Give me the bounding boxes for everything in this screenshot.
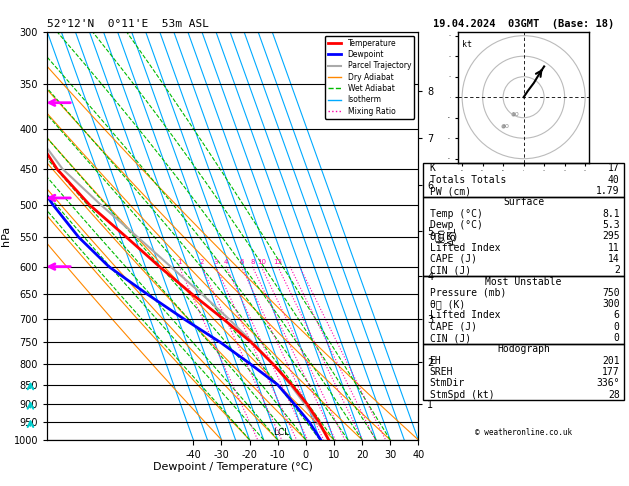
Text: 6: 6 <box>239 259 243 264</box>
Text: Totals Totals: Totals Totals <box>430 175 506 185</box>
Text: 30: 30 <box>501 124 509 129</box>
Y-axis label: km
ASL: km ASL <box>437 226 458 245</box>
Text: Dewp (°C): Dewp (°C) <box>430 220 482 230</box>
Text: 300: 300 <box>602 299 620 309</box>
Y-axis label: hPa: hPa <box>1 226 11 246</box>
Bar <box>423 276 624 344</box>
Bar <box>423 197 624 276</box>
Text: CIN (J): CIN (J) <box>430 265 470 275</box>
Text: 336°: 336° <box>596 378 620 388</box>
Text: 19.04.2024  03GMT  (Base: 18): 19.04.2024 03GMT (Base: 18) <box>433 19 615 29</box>
Text: EH: EH <box>430 356 442 365</box>
Text: 0: 0 <box>614 322 620 332</box>
Text: 17: 17 <box>608 163 620 174</box>
Text: PW (cm): PW (cm) <box>430 186 470 196</box>
Text: kt: kt <box>462 40 472 49</box>
Text: 5.3: 5.3 <box>602 220 620 230</box>
Text: 10: 10 <box>511 112 519 117</box>
Text: 40: 40 <box>608 175 620 185</box>
Legend: Temperature, Dewpoint, Parcel Trajectory, Dry Adiabat, Wet Adiabat, Isotherm, Mi: Temperature, Dewpoint, Parcel Trajectory… <box>325 36 414 119</box>
Text: 1.79: 1.79 <box>596 186 620 196</box>
Text: 8.1: 8.1 <box>602 208 620 219</box>
Text: 3: 3 <box>214 259 218 264</box>
Text: CAPE (J): CAPE (J) <box>430 322 477 332</box>
Text: Surface: Surface <box>503 197 544 208</box>
Text: 1: 1 <box>177 259 181 264</box>
Text: Hodograph: Hodograph <box>497 345 550 354</box>
Text: 0: 0 <box>614 333 620 343</box>
Text: Pressure (mb): Pressure (mb) <box>430 288 506 298</box>
Text: 6: 6 <box>614 311 620 320</box>
Text: 177: 177 <box>602 367 620 377</box>
Text: θᴇ (K): θᴇ (K) <box>430 299 465 309</box>
Text: 8: 8 <box>250 259 255 264</box>
Text: 295: 295 <box>602 231 620 242</box>
Bar <box>423 163 624 197</box>
Text: K: K <box>430 163 435 174</box>
Text: 201: 201 <box>602 356 620 365</box>
Text: 2: 2 <box>614 265 620 275</box>
Text: Lifted Index: Lifted Index <box>430 311 500 320</box>
Text: Lifted Index: Lifted Index <box>430 243 500 253</box>
Text: 4: 4 <box>224 259 228 264</box>
Text: SREH: SREH <box>430 367 453 377</box>
Text: Most Unstable: Most Unstable <box>486 277 562 287</box>
Text: 750: 750 <box>602 288 620 298</box>
Bar <box>423 344 624 400</box>
Text: θᴇ(K): θᴇ(K) <box>430 231 459 242</box>
Text: 52°12'N  0°11'E  53m ASL: 52°12'N 0°11'E 53m ASL <box>47 19 209 30</box>
Text: 15: 15 <box>274 259 282 264</box>
Text: 14: 14 <box>608 254 620 264</box>
Text: CAPE (J): CAPE (J) <box>430 254 477 264</box>
Text: StmDir: StmDir <box>430 378 465 388</box>
Text: 11: 11 <box>608 243 620 253</box>
Text: StmSpd (kt): StmSpd (kt) <box>430 390 494 399</box>
Text: CIN (J): CIN (J) <box>430 333 470 343</box>
Text: Temp (°C): Temp (°C) <box>430 208 482 219</box>
Text: 10: 10 <box>257 259 266 264</box>
Text: 28: 28 <box>608 390 620 399</box>
X-axis label: Dewpoint / Temperature (°C): Dewpoint / Temperature (°C) <box>153 462 313 472</box>
Text: © weatheronline.co.uk: © weatheronline.co.uk <box>475 428 572 437</box>
Text: 2: 2 <box>199 259 204 264</box>
Text: LCL: LCL <box>273 429 289 437</box>
